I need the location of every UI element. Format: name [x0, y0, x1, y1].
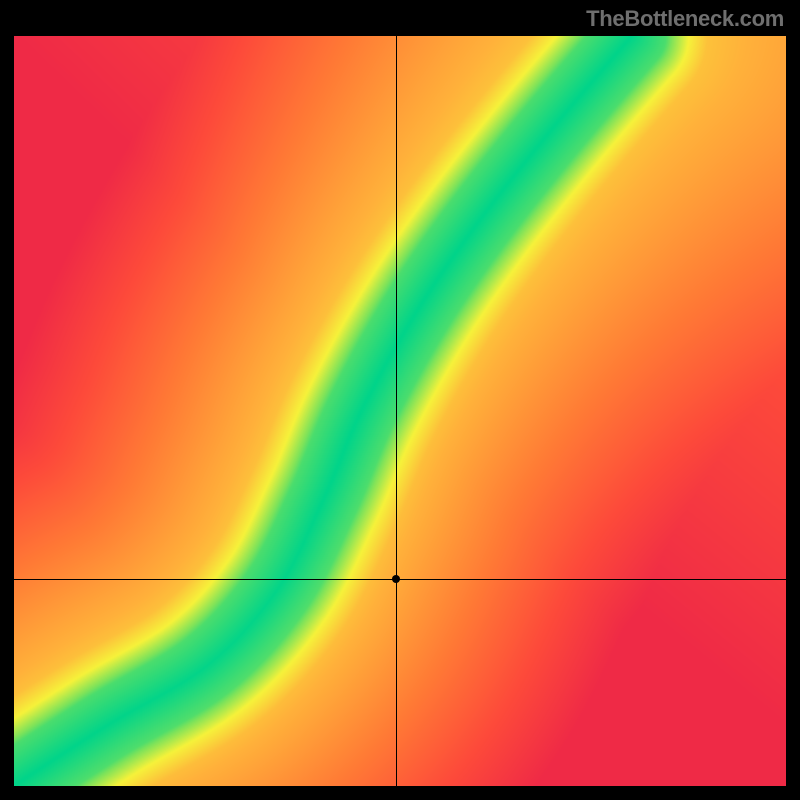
crosshair-horizontal — [14, 579, 786, 580]
heatmap-canvas — [14, 36, 786, 786]
heatmap-plot — [14, 36, 786, 786]
crosshair-vertical — [396, 36, 397, 786]
marker-dot — [392, 575, 400, 583]
watermark-text: TheBottleneck.com — [586, 6, 784, 32]
